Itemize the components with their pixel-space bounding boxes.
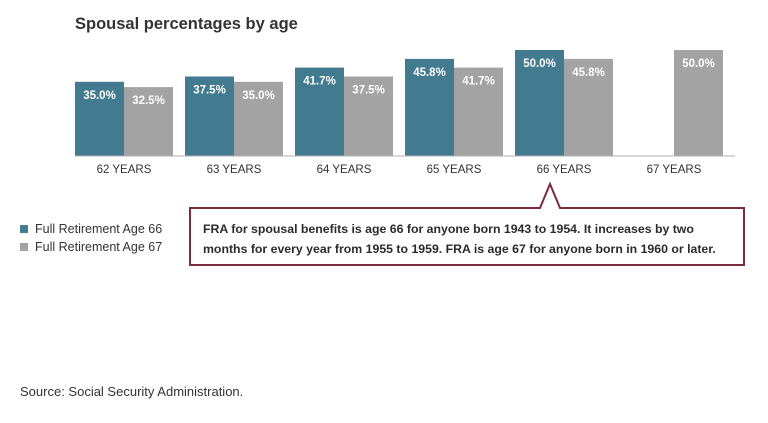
legend-item-fra-66: Full Retirement Age 66 bbox=[20, 222, 162, 236]
bar-fra67-1 bbox=[234, 81, 283, 156]
legend-swatch-fra-66 bbox=[20, 225, 28, 233]
data-label-fra67-0: 32.5% bbox=[132, 95, 165, 107]
bar-fra67-5 bbox=[674, 50, 723, 156]
callout-text: FRA for spousal benefits is age 66 for a… bbox=[203, 222, 716, 256]
x-tick-label-2: 64 YEARS bbox=[317, 164, 372, 176]
data-label-fra66-2: 41.7% bbox=[303, 76, 336, 88]
data-label-fra66-4: 50.0% bbox=[523, 58, 556, 70]
data-label-fra67-2: 37.5% bbox=[352, 85, 385, 97]
data-label-fra66-3: 45.8% bbox=[413, 67, 446, 79]
bar-fra67-3 bbox=[454, 67, 503, 156]
x-tick-label-1: 63 YEARS bbox=[207, 164, 262, 176]
x-tick-label-0: 62 YEARS bbox=[97, 164, 152, 176]
x-tick-label-5: 67 YEARS bbox=[647, 164, 702, 176]
legend-label-fra-66: Full Retirement Age 66 bbox=[35, 222, 163, 236]
data-label-fra67-5: 50.0% bbox=[682, 58, 715, 70]
data-label-fra67-1: 35.0% bbox=[242, 90, 275, 102]
chart-title: Spousal percentages by age bbox=[75, 15, 298, 33]
legend-label-fra-67: Full Retirement Age 67 bbox=[35, 240, 163, 254]
data-label-fra66-1: 37.5% bbox=[193, 85, 226, 97]
legend-item-fra-67: Full Retirement Age 67 bbox=[20, 240, 162, 254]
legend-swatch-fra-67 bbox=[20, 243, 28, 251]
bar-fra66-4 bbox=[515, 50, 564, 156]
bar-fra67-4 bbox=[564, 58, 613, 156]
bar-fra66-3 bbox=[405, 58, 454, 156]
x-tick-label-3: 65 YEARS bbox=[427, 164, 482, 176]
bar-fra66-0 bbox=[75, 81, 124, 156]
data-label-fra67-3: 41.7% bbox=[462, 76, 495, 88]
bar-fra67-0 bbox=[124, 87, 173, 156]
callout-border bbox=[189, 181, 745, 266]
bar-fra66-1 bbox=[185, 76, 234, 156]
source-note: Source: Social Security Administration. bbox=[20, 384, 244, 399]
bar-fra67-2 bbox=[344, 76, 393, 156]
bar-chart: 35.0% 32.5% 62 YEARS 37.5% 35.0% 63 YEARS 41.7… bbox=[75, 50, 735, 176]
data-label-fra67-4: 45.8% bbox=[572, 67, 605, 79]
x-tick-label-4: 66 YEARS bbox=[537, 164, 592, 176]
callout-box bbox=[189, 181, 745, 266]
data-label-fra66-0: 35.0% bbox=[83, 90, 116, 102]
bar-fra66-2 bbox=[295, 67, 344, 156]
